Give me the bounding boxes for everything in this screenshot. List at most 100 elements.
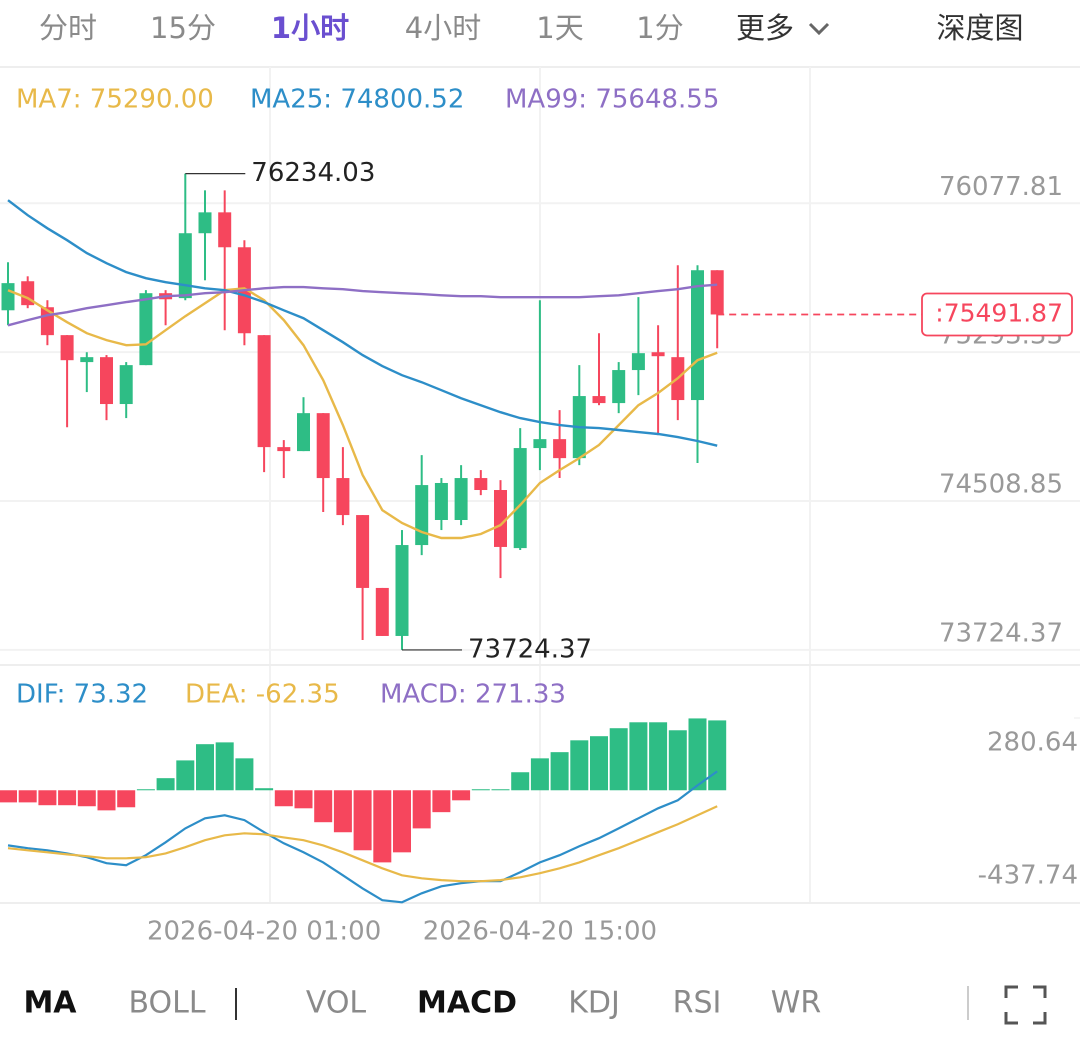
legend-entry: MA25: 74800.52 (250, 85, 464, 115)
histogram-bar (235, 758, 254, 791)
candle-body (533, 439, 547, 449)
candle-body (356, 515, 370, 588)
histogram-bar (38, 790, 57, 806)
indicator-tab[interactable]: WR (771, 986, 822, 1021)
timeframe-tab[interactable]: 更多 (736, 11, 794, 45)
histogram-bar (18, 790, 37, 803)
histogram-bar (156, 778, 175, 791)
indicator-line (7, 283, 718, 327)
candle-body (710, 270, 724, 315)
candle-body (178, 233, 192, 299)
x-tick-label: 2026-04-20 15:00 (423, 917, 657, 947)
histogram-bar (97, 790, 116, 811)
histogram-bar (0, 790, 17, 803)
histogram-bar (314, 790, 333, 823)
candle-body (60, 335, 74, 361)
histogram-bar (511, 772, 530, 791)
histogram-bar (58, 790, 77, 806)
timeframe-tab[interactable]: 分时 (39, 11, 97, 45)
candle-body (494, 490, 507, 547)
histogram-bar (609, 728, 628, 791)
histogram-bar (432, 790, 451, 813)
more-chevron[interactable] (808, 22, 830, 36)
histogram-bar (629, 722, 648, 791)
indicator-tab[interactable]: VOL (306, 986, 367, 1021)
histogram-bar (353, 790, 372, 851)
timeframe-tab[interactable]: 15分 (150, 11, 216, 45)
timeframe-tab[interactable]: 1小时 (271, 11, 349, 45)
histogram-bar (333, 790, 352, 833)
candle-body (454, 478, 468, 520)
y-tick-label: -437.74 (978, 861, 1078, 891)
histogram-bar (530, 758, 549, 791)
histogram-bar (708, 720, 727, 791)
timeframe-tab[interactable]: 4小时 (405, 11, 481, 45)
y-tick-label: 280.64 (987, 728, 1078, 758)
candle-body (612, 370, 626, 404)
histogram-bar (491, 789, 510, 791)
histogram-bar (590, 736, 608, 791)
histogram-bar (393, 790, 411, 853)
indicator-line (7, 805, 718, 883)
histogram-bar (471, 789, 490, 791)
candle-body (139, 293, 153, 366)
timeframe-tab[interactable]: 1天 (536, 11, 583, 45)
price-tag (921, 292, 1073, 337)
indicator-tab[interactable]: BOLL (128, 986, 205, 1021)
price-tag-label: :75491.87 (935, 298, 1063, 327)
histogram-bar (117, 790, 136, 808)
candle-body (198, 212, 212, 234)
legend-entry: MACD: 271.33 (380, 680, 566, 710)
histogram-bar (294, 790, 313, 809)
histogram-bar (215, 742, 234, 791)
y-tick-label: 73724.37 (939, 618, 1063, 648)
indicator-line (7, 287, 718, 540)
candle-body (297, 413, 310, 452)
candle-body (277, 447, 291, 452)
histogram-bar (196, 744, 214, 791)
candle-body (257, 335, 271, 448)
candle-body (651, 352, 665, 357)
candle-body (592, 396, 606, 404)
histogram-bar (668, 730, 687, 791)
histogram-bar (136, 789, 155, 791)
candle-body (80, 357, 94, 363)
candle-body (474, 478, 488, 491)
y-tick-label: 74508.85 (939, 470, 1063, 500)
histogram-bar (649, 722, 668, 791)
candle-body (316, 413, 330, 479)
annotation-label: 73724.37 (468, 634, 592, 664)
indicator-tab[interactable]: RSI (673, 986, 722, 1021)
y-tick-label: 76077.81 (939, 172, 1063, 202)
histogram-bar (412, 790, 431, 829)
indicator-tab[interactable]: MA (23, 986, 77, 1021)
indicator-tab[interactable]: MACD (417, 986, 517, 1021)
timeframe-tab[interactable]: 1分 (636, 11, 683, 45)
annotation-label: 76234.03 (251, 158, 375, 188)
depth-tab[interactable]: 深度图 (936, 11, 1023, 45)
histogram-bar (274, 790, 293, 807)
candle-body (395, 545, 409, 636)
candle-body (513, 448, 527, 549)
histogram-bar (550, 752, 569, 791)
fullscreen-icon[interactable] (1004, 985, 1047, 1025)
x-tick-label: 2026-04-20 01:00 (147, 917, 381, 947)
candle-body (691, 270, 704, 401)
candle-body (553, 439, 567, 459)
candle-body (375, 587, 389, 636)
legend-entry: MA99: 75648.55 (505, 85, 719, 115)
histogram-bar (452, 790, 471, 801)
candle-body (100, 357, 113, 405)
indicator-tab[interactable]: KDJ (568, 986, 620, 1021)
histogram-bar (570, 740, 589, 791)
candle-body (336, 478, 350, 516)
legend-entry: DEA: -62.35 (185, 680, 340, 710)
candle-body (1, 283, 15, 311)
candle-body (434, 482, 448, 520)
histogram-bar (77, 790, 96, 807)
legend-entry: MA7: 75290.00 (16, 85, 214, 115)
histogram-bar (255, 788, 274, 791)
candle-body (218, 212, 232, 248)
candle-body (631, 353, 645, 371)
